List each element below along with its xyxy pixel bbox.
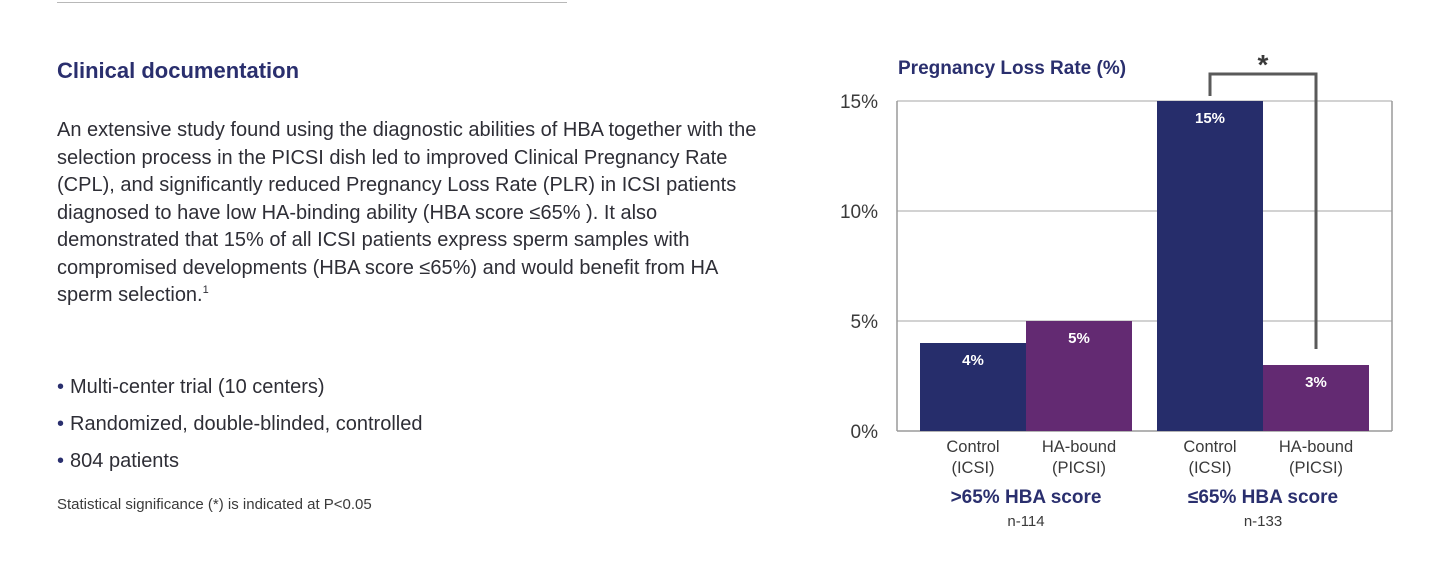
list-item-text: 804 patients xyxy=(70,450,179,472)
bar xyxy=(1026,321,1132,431)
group-label: >65% HBA score xyxy=(951,487,1102,508)
group-label: ≤65% HBA score xyxy=(1188,487,1338,508)
x-category-label: Control xyxy=(1183,438,1236,456)
y-tick-label: 5% xyxy=(851,312,879,333)
significance-bracket xyxy=(1208,72,1318,349)
bullet-icon: • xyxy=(57,413,65,435)
x-category-sublabel: (PICSI) xyxy=(1052,459,1106,477)
x-category-sublabel: (ICSI) xyxy=(951,459,994,477)
list-item-text: Randomized, double-blinded, controlled xyxy=(70,413,423,435)
chart-title: Pregnancy Loss Rate (%) xyxy=(898,58,1127,79)
x-category-sublabel: (ICSI) xyxy=(1188,459,1231,477)
footnote-reference: 1 xyxy=(202,284,209,296)
list-item-text: Multi-center trial (10 centers) xyxy=(70,376,325,398)
bar-value-label: 5% xyxy=(1068,330,1090,347)
group-sample-size: n-133 xyxy=(1244,513,1282,530)
bar-value-label: 4% xyxy=(962,352,984,369)
list-item: • Randomized, double-blinded, controlled xyxy=(57,410,422,447)
list-item: • Multi-center trial (10 centers) xyxy=(57,373,422,410)
bar-value-label: 3% xyxy=(1305,374,1327,391)
bullet-icon: • xyxy=(57,376,65,398)
x-category-label: HA-bound xyxy=(1042,438,1116,456)
bar-value-label: 15% xyxy=(1195,110,1225,127)
group-sample-size: n-114 xyxy=(1007,513,1044,530)
y-tick-label: 10% xyxy=(840,202,878,223)
body-paragraph: An extensive study found using the diagn… xyxy=(57,117,777,310)
list-item: • 804 patients xyxy=(57,447,422,484)
significance-footnote: Statistical significance (*) is indicate… xyxy=(57,496,372,513)
x-category-label: HA-bound xyxy=(1279,438,1353,456)
x-category-sublabel: (PICSI) xyxy=(1289,459,1343,477)
study-facts-list: • Multi-center trial (10 centers) • Random… xyxy=(57,373,422,484)
significance-marker: * xyxy=(1258,49,1269,80)
bar xyxy=(920,343,1026,431)
bullet-icon: • xyxy=(57,450,65,472)
section-heading: Clinical documentation xyxy=(57,58,300,83)
bar xyxy=(1157,101,1263,431)
y-tick-label: 0% xyxy=(851,422,879,443)
top-divider xyxy=(57,2,567,3)
body-paragraph-text: An extensive study found using the diagn… xyxy=(57,119,757,306)
y-tick-label: 15% xyxy=(840,92,878,113)
bar xyxy=(1263,365,1369,431)
x-category-label: Control xyxy=(946,438,999,456)
